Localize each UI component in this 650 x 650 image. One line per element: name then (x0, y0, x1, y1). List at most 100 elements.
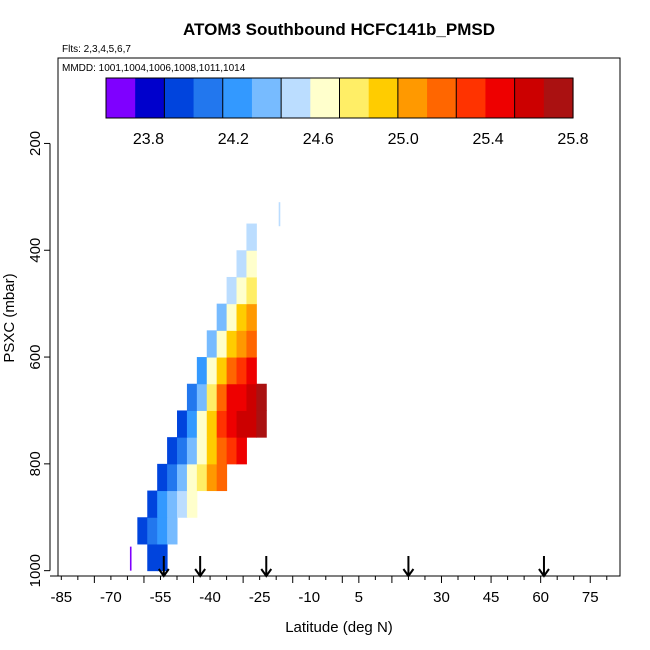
colorbar-swatch (397, 78, 428, 118)
data-cell (216, 410, 228, 438)
x-tick-label: -10 (298, 589, 320, 606)
data-cell (246, 276, 257, 305)
y-axis-label: PSXC (mbar) (1, 273, 18, 362)
data-cell (246, 330, 257, 358)
data-cell (216, 383, 228, 411)
colorbar-tick-label: 25.8 (557, 131, 588, 148)
data-cell (157, 463, 168, 492)
data-cell (186, 490, 198, 518)
data-cell (147, 490, 158, 518)
data-cell (236, 250, 247, 278)
colorbar-swatch (310, 78, 341, 118)
data-cell (226, 357, 238, 385)
x-tick-label: -55 (150, 589, 172, 606)
data-cell (186, 463, 198, 492)
data-cell (236, 303, 247, 331)
data-cell (236, 330, 247, 358)
data-cell (147, 517, 158, 545)
data-cell (226, 330, 238, 358)
colorbar-swatch (135, 78, 165, 118)
colorbar-tick-label: 25.0 (388, 131, 419, 148)
data-cell (216, 330, 228, 358)
data-cell (226, 276, 238, 305)
data-cell (236, 276, 247, 305)
data-cell (157, 543, 168, 572)
colorbar-swatch (193, 78, 224, 118)
data-cell (216, 463, 228, 492)
axes: -85 -70 -55 -40 -25 -10 5 30 45 60 75 200 400 600 800 1… (27, 131, 620, 606)
data-cell (236, 410, 247, 438)
x-tick-label: -70 (100, 589, 122, 606)
data-cell (196, 437, 208, 465)
flights-label: Flts: 2,3,4,5,6,7 (62, 44, 131, 55)
data-cells (129, 202, 386, 572)
data-cell (186, 410, 198, 438)
data-cell (206, 463, 218, 492)
colorbar-swatch (368, 78, 399, 118)
data-cell (246, 383, 257, 411)
colorbar: 23.8 24.2 24.6 25.0 25.4 25.8 (105, 77, 589, 148)
x-tick-label: -40 (199, 589, 221, 606)
colorbar-tick-label: 25.4 (473, 131, 504, 148)
x-tick-label: 45 (483, 589, 500, 606)
data-cell (216, 357, 228, 385)
data-cell (157, 517, 168, 545)
colorbar-swatch (222, 78, 253, 118)
data-cell (137, 517, 148, 545)
data-cell (167, 517, 178, 545)
data-cell (226, 303, 238, 331)
data-cell (216, 437, 228, 465)
data-cell (246, 303, 257, 331)
data-cell (206, 357, 218, 385)
data-cell (246, 410, 257, 438)
colorbar-swatch (427, 78, 457, 118)
data-marker (305, 393, 313, 401)
x-tick-label: -25 (249, 589, 271, 606)
data-cell (256, 410, 267, 438)
flight-arrows (157, 556, 550, 578)
x-tick-label: -85 (50, 589, 72, 606)
data-cell (236, 437, 247, 465)
flight-arrow-icon (402, 556, 415, 578)
data-cell (177, 463, 188, 492)
y-tick-label: 400 (27, 238, 44, 263)
data-cell (196, 463, 208, 492)
data-cell (167, 463, 178, 492)
colorbar-swatch (106, 78, 136, 118)
y-tick-label: 1000 (27, 554, 44, 587)
data-marker (378, 412, 386, 420)
data-cell (147, 543, 158, 572)
data-cell (206, 383, 218, 411)
y-tick-label: 200 (27, 131, 44, 156)
colorbar-swatch (251, 78, 282, 118)
data-cell (167, 437, 178, 465)
colorbar-tick-label: 24.2 (218, 131, 249, 148)
colorbar-swatch (543, 78, 574, 118)
data-cell (186, 437, 198, 465)
colorbar-swatch (456, 78, 487, 118)
x-tick-label: 5 (355, 589, 363, 606)
data-cell (157, 490, 168, 518)
x-tick-label: 60 (532, 589, 549, 606)
y-tick-label: 800 (27, 451, 44, 476)
data-cell (246, 357, 257, 385)
flight-arrow-icon (538, 556, 550, 578)
data-cell (246, 250, 257, 278)
flight-arrow-icon (157, 556, 170, 578)
data-cell (246, 223, 257, 251)
dates-label: MMDD: 1001,1004,1006,1008,1011,1014 (62, 63, 246, 74)
data-cell (226, 383, 238, 411)
colorbar-tick-label: 23.8 (133, 131, 164, 148)
data-cell (177, 437, 188, 465)
data-cell (236, 357, 247, 385)
data-cell (167, 490, 178, 518)
x-tick-label: 75 (582, 589, 599, 606)
data-cell (196, 357, 208, 385)
chart-title: ATOM3 Southbound HCFC141b_PMSD (183, 20, 495, 39)
y-tick-label: 600 (27, 345, 44, 370)
colorbar-swatch (281, 78, 311, 118)
data-cell (226, 410, 238, 438)
data-cell (186, 383, 198, 411)
colorbar-tick-label: 24.6 (303, 131, 334, 148)
